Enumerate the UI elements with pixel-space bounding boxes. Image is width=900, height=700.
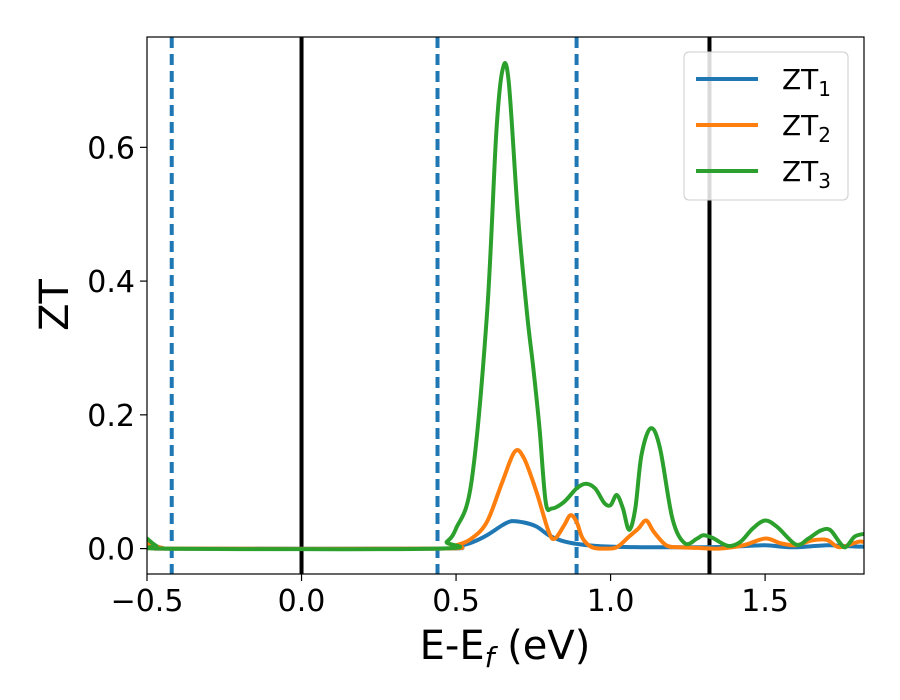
x-tick-label: −0.5 bbox=[111, 584, 184, 619]
legend-label-3: ZT3 bbox=[782, 155, 831, 193]
y-tick-label: 0.2 bbox=[87, 399, 135, 434]
x-axis-ticks: −0.5 0.0 0.5 1.0 1.5 bbox=[111, 574, 789, 619]
vertical-lines bbox=[169, 37, 712, 574]
x-tick-label: 1.0 bbox=[587, 584, 635, 619]
plot-frame bbox=[146, 36, 865, 575]
y-axis-ticks: 0.0 0.2 0.4 0.6 bbox=[87, 131, 147, 568]
y-tick-label: 0.0 bbox=[87, 533, 135, 568]
y-tick-label: 0.4 bbox=[87, 265, 135, 300]
y-tick-label: 0.6 bbox=[87, 131, 135, 166]
legend: ZT1 ZT2 ZT3 bbox=[683, 51, 849, 201]
x-tick-label: 0.5 bbox=[432, 584, 480, 619]
series-line-2 bbox=[147, 448, 864, 551]
x-tick-label: 0.0 bbox=[278, 584, 326, 619]
legend-label-1: ZT1 bbox=[782, 63, 831, 101]
series-line-3 bbox=[147, 61, 864, 552]
legend-label-2: ZT2 bbox=[782, 109, 831, 147]
series-layer bbox=[147, 61, 864, 552]
y-axis-label: ZT bbox=[32, 279, 78, 331]
x-axis-label: E-Ef (eV) bbox=[420, 623, 591, 674]
x-axis-label-unit: (eV) bbox=[494, 623, 590, 669]
x-tick-label: 1.5 bbox=[741, 584, 789, 619]
legend-box bbox=[683, 51, 849, 201]
